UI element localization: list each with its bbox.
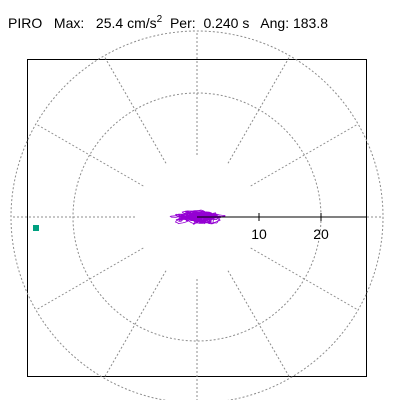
trace-path [169, 209, 226, 225]
grid-spoke-300 [227, 270, 291, 379]
grid-spoke-240 [103, 270, 167, 379]
max-unit: cm/s [127, 15, 157, 31]
ang-value: 183.8 [292, 15, 329, 31]
particle-motion-trace [169, 209, 226, 225]
axis-tick-label-10: 10 [251, 226, 267, 242]
grid-ring-2 [10, 30, 384, 400]
max-unit-exponent: 2 [156, 14, 163, 25]
axis-tick-label-20: 20 [313, 226, 329, 242]
grid-spoke-330 [250, 247, 359, 311]
radial-axis: 10 20 [33, 213, 366, 242]
per-label: Per: [169, 15, 196, 31]
ang-label: Ang: [260, 15, 290, 31]
per-value: 0.240 s [203, 15, 250, 31]
station-name: PIRO [8, 15, 43, 31]
angle-marker [33, 225, 39, 231]
max-label: Max: [53, 15, 85, 31]
grid-spoke-120 [103, 55, 167, 164]
grid-spoke-30 [250, 123, 359, 187]
grid-spoke-60 [227, 55, 291, 164]
grid-spoke-210 [35, 247, 144, 311]
max-value: 25.4 [95, 15, 124, 31]
grid-spoke-150 [35, 123, 144, 187]
title-bar: PIRO Max: 25.4 cm/s2 Per: 0.240 s Ang: 1… [8, 14, 328, 31]
